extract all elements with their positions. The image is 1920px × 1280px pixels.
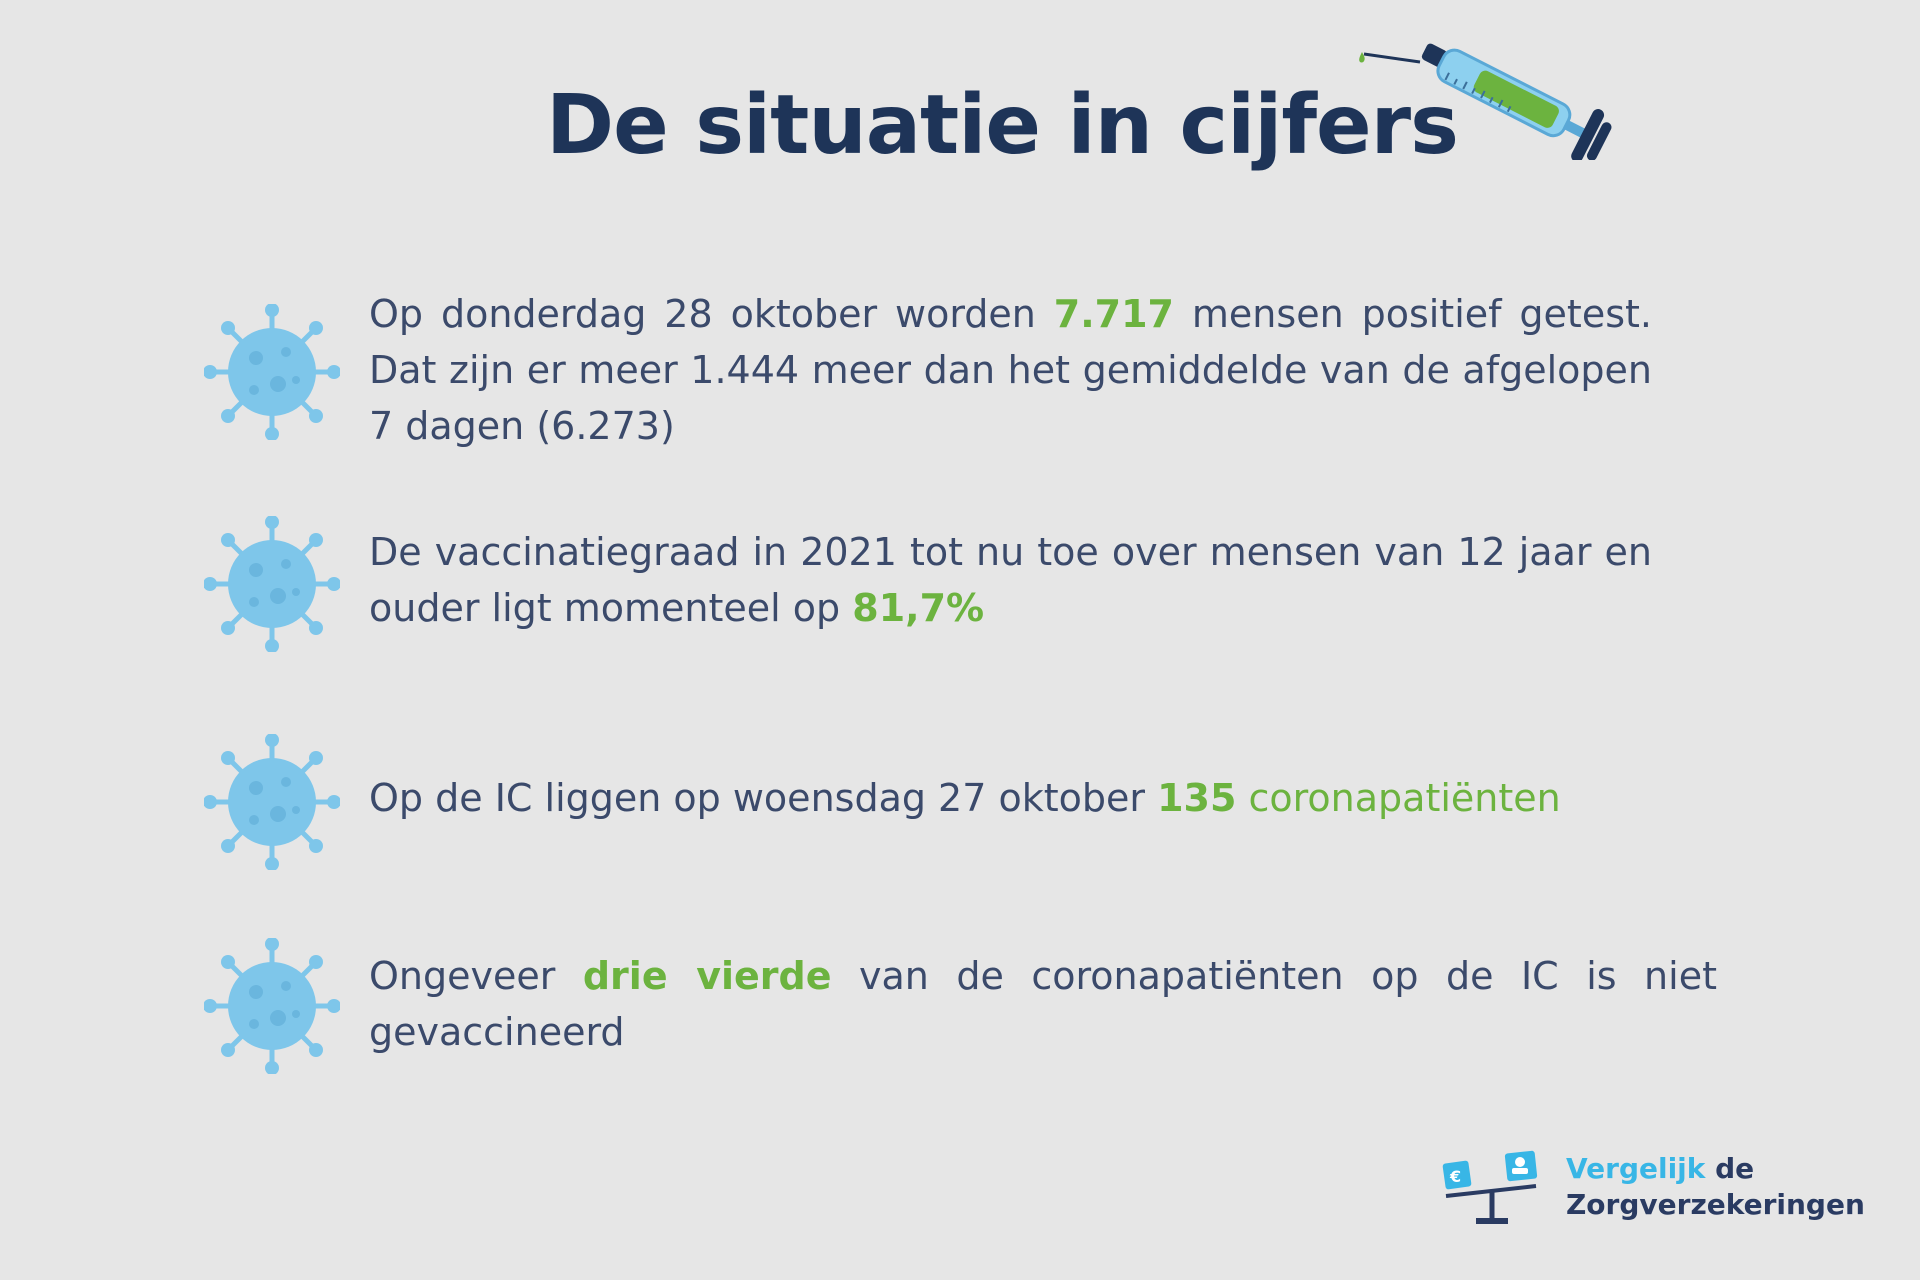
fact-item: Op donderdag 28 oktober worden 7.717 men… bbox=[204, 286, 1724, 456]
fact-highlight: 81,7% bbox=[852, 586, 985, 630]
virus-icon bbox=[204, 938, 340, 1074]
fact-item: Op de IC liggen op woensdag 27 oktober 1… bbox=[204, 734, 1724, 870]
fact-item: Ongeveer drie vierde van de coronapatiën… bbox=[204, 938, 1724, 1078]
scale-logo-icon: € bbox=[1442, 1150, 1538, 1224]
syringe-icon bbox=[1359, 43, 1612, 160]
svg-text:€: € bbox=[1449, 1167, 1461, 1186]
page-title: De situatie in cijfers bbox=[546, 78, 1459, 173]
fact-text: Op de IC liggen op woensdag 27 oktober 1… bbox=[369, 776, 1561, 820]
virus-icon bbox=[204, 734, 340, 870]
fact-highlight: 7.717 bbox=[1053, 292, 1174, 336]
fact-text: Ongeveer drie vierde van de coronapatiën… bbox=[369, 954, 1717, 1054]
virus-icon bbox=[204, 516, 340, 652]
fact-item: De vaccinatiegraad in 2021 tot nu toe ov… bbox=[204, 516, 1724, 664]
fact-text: Op donderdag 28 oktober worden 7.717 men… bbox=[369, 292, 1652, 448]
fact-highlight: 135 bbox=[1157, 776, 1237, 820]
logo-text: Vergelijk de bbox=[1566, 1152, 1755, 1185]
brand-logo: € Vergelijk de Zorgverzekeringen bbox=[1440, 1150, 1865, 1230]
fact-highlight: drie vierde bbox=[582, 954, 832, 998]
logo-text: Zorgverzekeringen bbox=[1566, 1188, 1865, 1221]
virus-icon bbox=[204, 304, 340, 440]
fact-text: De vaccinatiegraad in 2021 tot nu toe ov… bbox=[369, 530, 1652, 630]
